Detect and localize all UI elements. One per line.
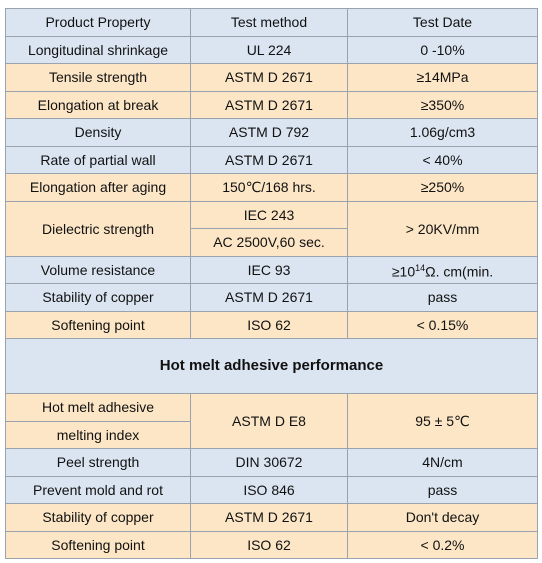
cell: ASTM D E8 — [190, 393, 348, 449]
row: Dielectric strength IEC 243 > 20KV/mm — [5, 200, 538, 257]
cell: Longitudinal shrinkage — [5, 35, 191, 64]
cell: pass — [347, 283, 538, 312]
cell: ASTM D 792 — [190, 118, 348, 147]
row: Prevent mold and rot ISO 846 pass — [5, 475, 538, 504]
cell: 95 ± 5℃ — [347, 393, 538, 449]
cell: < 0.15% — [347, 310, 538, 339]
cell: Elongation at break — [5, 90, 191, 119]
row: Density ASTM D 792 1.06g/cm3 — [5, 118, 538, 147]
row: Peel strength DIN 30672 4N/cm — [5, 448, 538, 477]
text: ≥10 — [391, 263, 416, 280]
cell: ≥250% — [347, 173, 538, 202]
header-cell: Test method — [190, 8, 348, 37]
cell: Volume resistance — [5, 255, 191, 284]
cell: ISO 62 — [190, 530, 348, 559]
cell: Stability of copper — [5, 503, 191, 532]
cell: Don't decay — [347, 503, 538, 532]
row: Stability of copper ASTM D 2671 pass — [5, 283, 538, 312]
cell: ISO 62 — [190, 310, 348, 339]
cell: ≥1014Ω. cm(min. — [347, 255, 538, 284]
cell: Tensile strength — [5, 63, 191, 92]
cell: IEC 243 — [190, 200, 348, 229]
row: Softening point ISO 62 < 0.2% — [5, 530, 538, 559]
row: Rate of partial wall ASTM D 2671 < 40% — [5, 145, 538, 174]
section-title: Hot melt adhesive performance — [5, 338, 538, 394]
cell: 150℃/168 hrs. — [190, 173, 348, 202]
row: Elongation after aging 150℃/168 hrs. ≥25… — [5, 173, 538, 202]
cell: ASTM D 2671 — [190, 90, 348, 119]
row: Elongation at break ASTM D 2671 ≥350% — [5, 90, 538, 119]
cell: < 40% — [347, 145, 538, 174]
cell: ≥14MPa — [347, 63, 538, 92]
cell: AC 2500V,60 sec. — [190, 228, 348, 257]
cell: Dielectric strength — [5, 200, 191, 257]
cell: ASTM D 2671 — [190, 63, 348, 92]
row: Stability of copper ASTM D 2671 Don't de… — [5, 503, 538, 532]
header-row: Product Property Test method Test Date — [5, 8, 538, 37]
header-cell: Product Property — [5, 8, 191, 37]
cell: Peel strength — [5, 448, 191, 477]
cell: Hot melt adhesive — [5, 393, 191, 422]
cell: pass — [347, 475, 538, 504]
cell: 1.06g/cm3 — [347, 118, 538, 147]
cell: Rate of partial wall — [5, 145, 191, 174]
cell: > 20KV/mm — [347, 200, 538, 257]
cell: UL 224 — [190, 35, 348, 64]
cell: ≥350% — [347, 90, 538, 119]
row: Volume resistance IEC 93 ≥1014Ω. cm(min. — [5, 255, 538, 284]
row: Longitudinal shrinkage UL 224 0 -10% — [5, 35, 538, 64]
cell: melting index — [5, 420, 191, 449]
cell: Softening point — [5, 530, 191, 559]
cell: 4N/cm — [347, 448, 538, 477]
cell: < 0.2% — [347, 530, 538, 559]
cell: ISO 846 — [190, 475, 348, 504]
superscript: 14 — [415, 262, 426, 273]
row: Tensile strength ASTM D 2671 ≥14MPa — [5, 63, 538, 92]
cell: Density — [5, 118, 191, 147]
section-row: Hot melt adhesive performance — [5, 338, 538, 394]
property-table: Product Property Test method Test Date L… — [5, 8, 538, 559]
text: Ω. cm(min. — [425, 263, 494, 280]
row: Softening point ISO 62 < 0.15% — [5, 310, 538, 339]
row: Hot melt adhesive ASTM D E8 95 ± 5℃ — [5, 393, 538, 449]
header-cell: Test Date — [347, 8, 538, 37]
cell: DIN 30672 — [190, 448, 348, 477]
cell: Stability of copper — [5, 283, 191, 312]
cell: ASTM D 2671 — [190, 145, 348, 174]
cell: Softening point — [5, 310, 191, 339]
cell: ASTM D 2671 — [190, 283, 348, 312]
cell: ASTM D 2671 — [190, 503, 348, 532]
cell: Elongation after aging — [5, 173, 191, 202]
cell: 0 -10% — [347, 35, 538, 64]
cell: IEC 93 — [190, 255, 348, 284]
cell: Prevent mold and rot — [5, 475, 191, 504]
